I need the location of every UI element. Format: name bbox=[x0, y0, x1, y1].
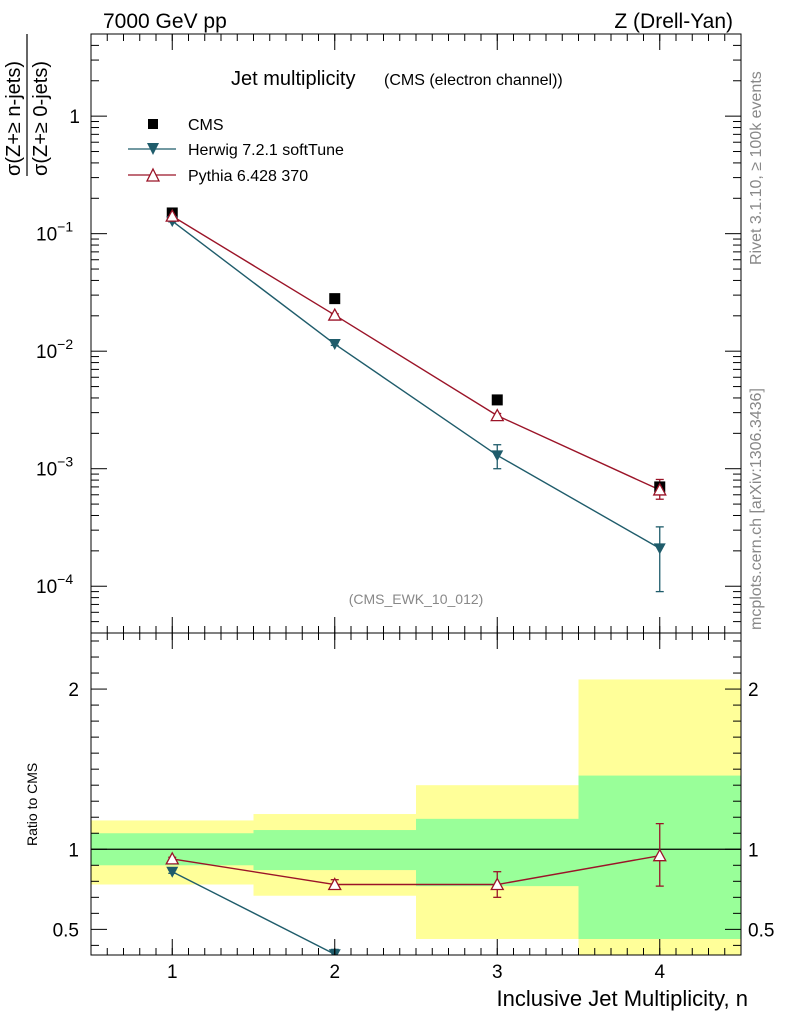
ratio-y-tick-label-left: 0.5 bbox=[53, 920, 79, 941]
herwig-line bbox=[171, 220, 661, 549]
pythia-ratio-point bbox=[165, 851, 180, 865]
main-y-label-numerator: σ(Z+≥ n-jets) bbox=[3, 61, 25, 176]
legend-marker-herwig bbox=[147, 143, 159, 155]
pythia-ratio-point bbox=[327, 877, 342, 891]
header-energy-label: 7000 GeV pp bbox=[103, 10, 227, 33]
main-y-tick-label: 10−3 bbox=[36, 454, 73, 481]
pythia-data-point bbox=[652, 482, 667, 496]
mcplots-source-label: mcplots.cern.ch [arXiv:1306.3436] bbox=[748, 388, 765, 630]
main-y-label-denominator: σ(Z+≥ 0-jets) bbox=[30, 61, 52, 176]
ratio-y-tick-label-left: 2 bbox=[68, 680, 79, 701]
legend-label-pythia: Pythia 6.428 370 bbox=[188, 168, 308, 185]
ratio-y-tick-label-right: 1 bbox=[748, 840, 759, 861]
analysis-watermark: (CMS_EWK_10_012) bbox=[349, 591, 484, 607]
ratio-uncertainty-band-inner bbox=[253, 830, 416, 871]
ratio-y-tick-label-left: 1 bbox=[68, 840, 79, 861]
main-y-tick-label: 10−4 bbox=[36, 571, 73, 598]
legend: CMS Herwig 7.2.1 softTune Pythia 6.428 3… bbox=[128, 117, 344, 185]
legend-label-cms: CMS bbox=[188, 117, 224, 134]
x-axis-label: Inclusive Jet Multiplicity, n bbox=[497, 986, 748, 1011]
x-tick-label: 3 bbox=[492, 962, 503, 983]
cms-data-point bbox=[329, 293, 341, 305]
ratio-y-tick-label-right: 2 bbox=[748, 680, 759, 701]
ratio-y-tick-label-right: 0.5 bbox=[748, 920, 774, 941]
herwig-data-point bbox=[491, 450, 504, 462]
x-tick-label: 1 bbox=[167, 962, 178, 983]
main-plot-title: Jet multiplicity bbox=[231, 68, 355, 90]
herwig-ratio-point bbox=[166, 866, 179, 878]
legend-entry-pythia: Pythia 6.428 370 bbox=[128, 167, 308, 185]
legend-label-herwig: Herwig 7.2.1 softTune bbox=[188, 142, 344, 159]
pythia-line bbox=[171, 215, 661, 491]
ratio-y-axis-label: Ratio to CMS bbox=[24, 763, 40, 846]
pythia-data-point bbox=[490, 408, 505, 422]
main-y-tick-label: 1 bbox=[69, 107, 80, 128]
x-tick-label: 2 bbox=[329, 962, 340, 983]
herwig-ratio-line bbox=[171, 871, 336, 955]
main-y-tick-label: 10−2 bbox=[36, 336, 73, 363]
header-process-label: Z (Drell-Yan) bbox=[614, 10, 733, 33]
main-plot-panel: 10−4 10−3 10−2 10−1 1 Jet multiplicity (CMS … bbox=[3, 33, 742, 634]
herwig-data-point bbox=[653, 543, 666, 555]
herwig-data-point bbox=[328, 339, 341, 351]
legend-marker-pythia bbox=[145, 167, 161, 182]
cms-data-point bbox=[491, 394, 503, 406]
legend-entry-herwig: Herwig 7.2.1 softTune bbox=[128, 142, 344, 159]
legend-entry-cms: CMS bbox=[148, 117, 224, 134]
pythia-data-point bbox=[165, 208, 180, 222]
pythia-ratio-line bbox=[172, 854, 660, 886]
main-y-tick-label: 10−1 bbox=[36, 219, 73, 246]
x-tick-label: 4 bbox=[654, 962, 665, 983]
main-y-axis-label: σ(Z+≥ n-jets) σ(Z+≥ 0-jets) bbox=[3, 34, 52, 176]
rivet-version-label: Rivet 3.1.10, ≥ 100k events bbox=[748, 71, 765, 265]
ratio-plot-panel: 0.5 0.5 1 1 2 2 1 2 3 4 Ratio to CMS Inclusive Je… bbox=[24, 632, 774, 1011]
pythia-ratio-point bbox=[652, 848, 667, 862]
main-plot-subtitle: (CMS (electron channel)) bbox=[384, 72, 563, 89]
legend-marker-cms bbox=[148, 119, 158, 129]
pythia-data-point bbox=[327, 307, 342, 321]
pythia-ratio-point bbox=[490, 877, 505, 891]
